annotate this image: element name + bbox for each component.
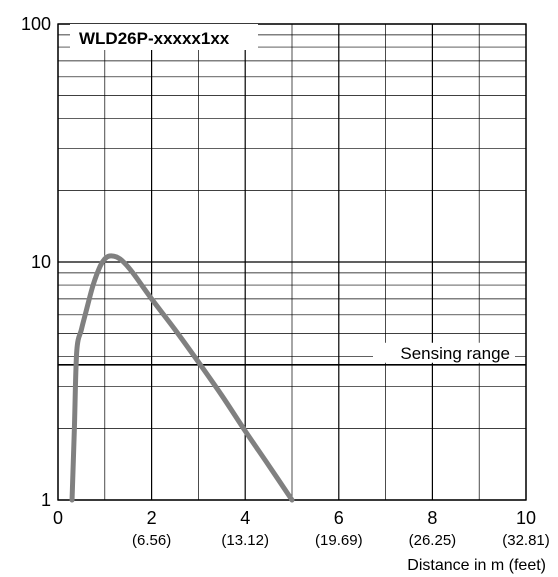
x-tick-label: 6 <box>334 508 344 528</box>
sensing-range-label-bg <box>373 342 515 363</box>
x-tick-sublabel: (19.69) <box>315 532 363 549</box>
x-tick-label: 4 <box>240 508 250 528</box>
x-tick-sublabel: (13.12) <box>221 532 269 549</box>
x-tick-sublabel: (32.81) <box>502 532 550 549</box>
axis-tick-labels: 0 2 (6.56) 4 (13.12) 6 (19.69) 8 (26.25) 10 (32.81… <box>21 14 550 549</box>
range-curve-series-0 <box>69 253 295 503</box>
y-tick-label: 10 <box>31 252 51 272</box>
title-background <box>70 24 258 50</box>
x-tick-sublabel: (26.25) <box>409 532 457 549</box>
chart-title: WLD26P-xxxxx1xx <box>79 29 230 48</box>
y-tick-label: 1 <box>41 490 51 510</box>
sensing-range-label: Sensing range <box>400 344 510 363</box>
title-layer: WLD26P-xxxxx1xx <box>70 24 258 50</box>
x-tick-label: 8 <box>427 508 437 528</box>
y-tick-label: 100 <box>21 14 51 34</box>
x-axis-label: Distance in m (feet) <box>407 557 546 574</box>
series-layer <box>69 253 295 503</box>
grid <box>57 23 527 501</box>
x-tick-sublabel: (6.56) <box>132 532 171 549</box>
threshold-layer: Sensing range <box>58 342 526 366</box>
x-tick-label: 2 <box>147 508 157 528</box>
x-tick-label: 10 <box>516 508 536 528</box>
x-tick-label: 0 <box>53 508 63 528</box>
